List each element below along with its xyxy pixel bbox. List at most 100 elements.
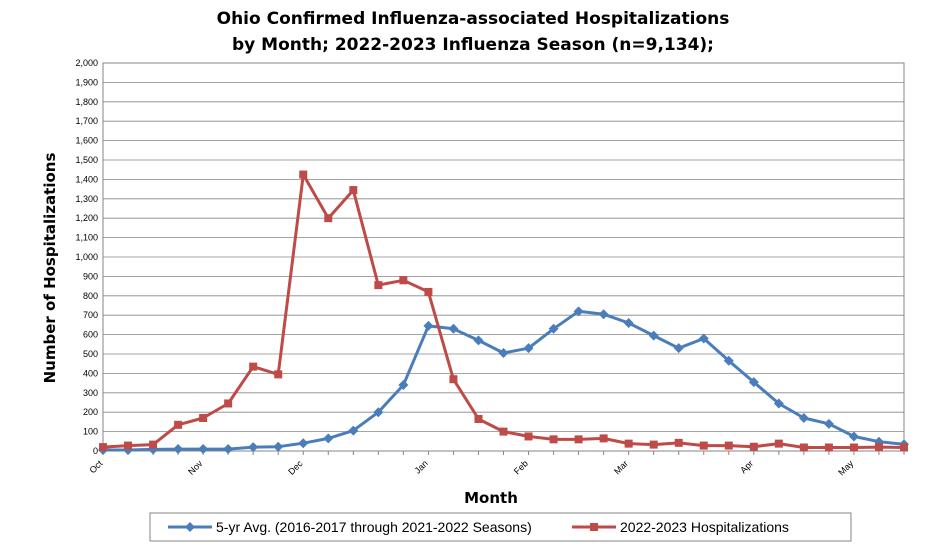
data-point — [498, 348, 509, 359]
data-point — [599, 434, 608, 443]
data-point — [299, 170, 308, 179]
data-point — [774, 439, 783, 448]
y-tick-label: 1,400 — [75, 174, 98, 184]
y-tick-label: 1,100 — [75, 233, 98, 243]
data-point — [199, 414, 208, 423]
data-point — [274, 370, 283, 379]
data-point — [574, 435, 583, 444]
data-point — [448, 323, 459, 334]
data-point — [848, 431, 859, 442]
data-point — [174, 420, 183, 429]
x-tick-label: Apr — [738, 458, 755, 475]
data-point — [748, 377, 759, 388]
legend-box — [149, 512, 852, 542]
x-tick-label: Feb — [512, 458, 530, 476]
y-tick-label: 2,000 — [75, 58, 98, 68]
series-2 — [99, 170, 908, 452]
y-tick-label: 1,500 — [75, 155, 98, 165]
data-point — [523, 343, 534, 354]
data-point — [223, 444, 234, 455]
chart-title-line-1: Ohio Confirmed Influenza-associated Hosp… — [216, 9, 730, 29]
y-axis-ticks: 0 100 200 300 400 500 600 700 800 900 1,000 1,100 1,… — [75, 58, 98, 456]
y-tick-label: 1,300 — [75, 194, 98, 204]
data-point — [699, 441, 708, 450]
data-point — [324, 214, 333, 223]
data-point — [549, 435, 558, 444]
data-point — [824, 443, 833, 452]
series-layer — [98, 170, 909, 456]
data-point — [598, 309, 609, 320]
data-point — [648, 330, 659, 341]
data-point — [849, 443, 858, 452]
data-point — [124, 441, 133, 450]
data-point — [548, 323, 559, 334]
data-point — [198, 444, 209, 455]
data-point — [399, 276, 408, 285]
data-point — [424, 287, 433, 296]
data-point — [823, 418, 834, 429]
y-tick-label: 1,600 — [75, 136, 98, 146]
chart-title: Ohio Confirmed Influenza-associated Hosp… — [0, 6, 946, 58]
data-point — [900, 443, 908, 452]
x-axis-ticks: Oct Nov Dec Jan Feb Mar Apr May — [87, 451, 905, 477]
y-tick-label: 1,200 — [75, 213, 98, 223]
data-point — [373, 407, 384, 418]
y-tick-label: 500 — [83, 349, 98, 359]
data-point — [474, 414, 483, 423]
y-tick-label: 1,700 — [75, 116, 98, 126]
data-point — [799, 443, 808, 452]
legend-swatch-marker — [185, 522, 195, 532]
data-point — [173, 444, 184, 455]
y-tick-label: 400 — [83, 368, 98, 378]
data-point — [874, 443, 883, 452]
y-tick-label: 700 — [83, 310, 98, 320]
y-tick-label: 300 — [83, 388, 98, 398]
data-point — [773, 398, 784, 409]
data-point — [749, 442, 758, 451]
x-tick-label: Mar — [612, 458, 630, 476]
gridlines — [103, 62, 904, 433]
data-point — [524, 432, 533, 441]
data-point — [224, 399, 233, 408]
y-tick-label: 600 — [83, 330, 98, 340]
data-point — [449, 375, 458, 384]
data-point — [674, 438, 683, 447]
x-tick-label: Oct — [87, 458, 104, 475]
x-tick-label: Nov — [186, 458, 205, 477]
legend-swatch-marker — [590, 523, 598, 531]
data-point — [398, 380, 409, 391]
data-point — [723, 355, 734, 366]
data-point — [298, 438, 309, 449]
y-tick-label: 200 — [83, 407, 98, 417]
x-tick-label: Dec — [286, 458, 305, 477]
data-point — [99, 443, 107, 452]
data-point — [348, 425, 359, 436]
y-tick-label: 100 — [83, 427, 98, 437]
y-tick-label: 0 — [93, 446, 98, 456]
data-point — [374, 281, 383, 290]
data-point — [149, 440, 158, 449]
data-point — [349, 186, 358, 195]
data-point — [623, 317, 634, 328]
data-point — [249, 362, 258, 371]
data-point — [423, 320, 434, 331]
y-tick-label: 1,900 — [75, 77, 98, 87]
y-axis-title: Number of Hospitalizations — [41, 153, 59, 384]
data-point — [499, 427, 508, 436]
y-tick-label: 1,800 — [75, 97, 98, 107]
data-point — [698, 333, 709, 344]
data-point — [248, 442, 259, 453]
x-tick-label: May — [836, 458, 855, 477]
legend: 5-yr Avg. (2016-2017 through 2021-2022 S… — [149, 512, 852, 542]
data-point — [273, 441, 284, 452]
data-point — [323, 433, 334, 444]
y-tick-label: 800 — [83, 291, 98, 301]
legend-label: 5-yr Avg. (2016-2017 through 2021-2022 S… — [216, 519, 532, 535]
y-tick-label: 900 — [83, 271, 98, 281]
data-point — [573, 306, 584, 317]
data-point — [649, 440, 658, 449]
x-tick-label: Jan — [412, 458, 429, 475]
y-tick-label: 1,000 — [75, 252, 98, 262]
legend-label: 2022-2023 Hospitalizations — [620, 519, 789, 535]
